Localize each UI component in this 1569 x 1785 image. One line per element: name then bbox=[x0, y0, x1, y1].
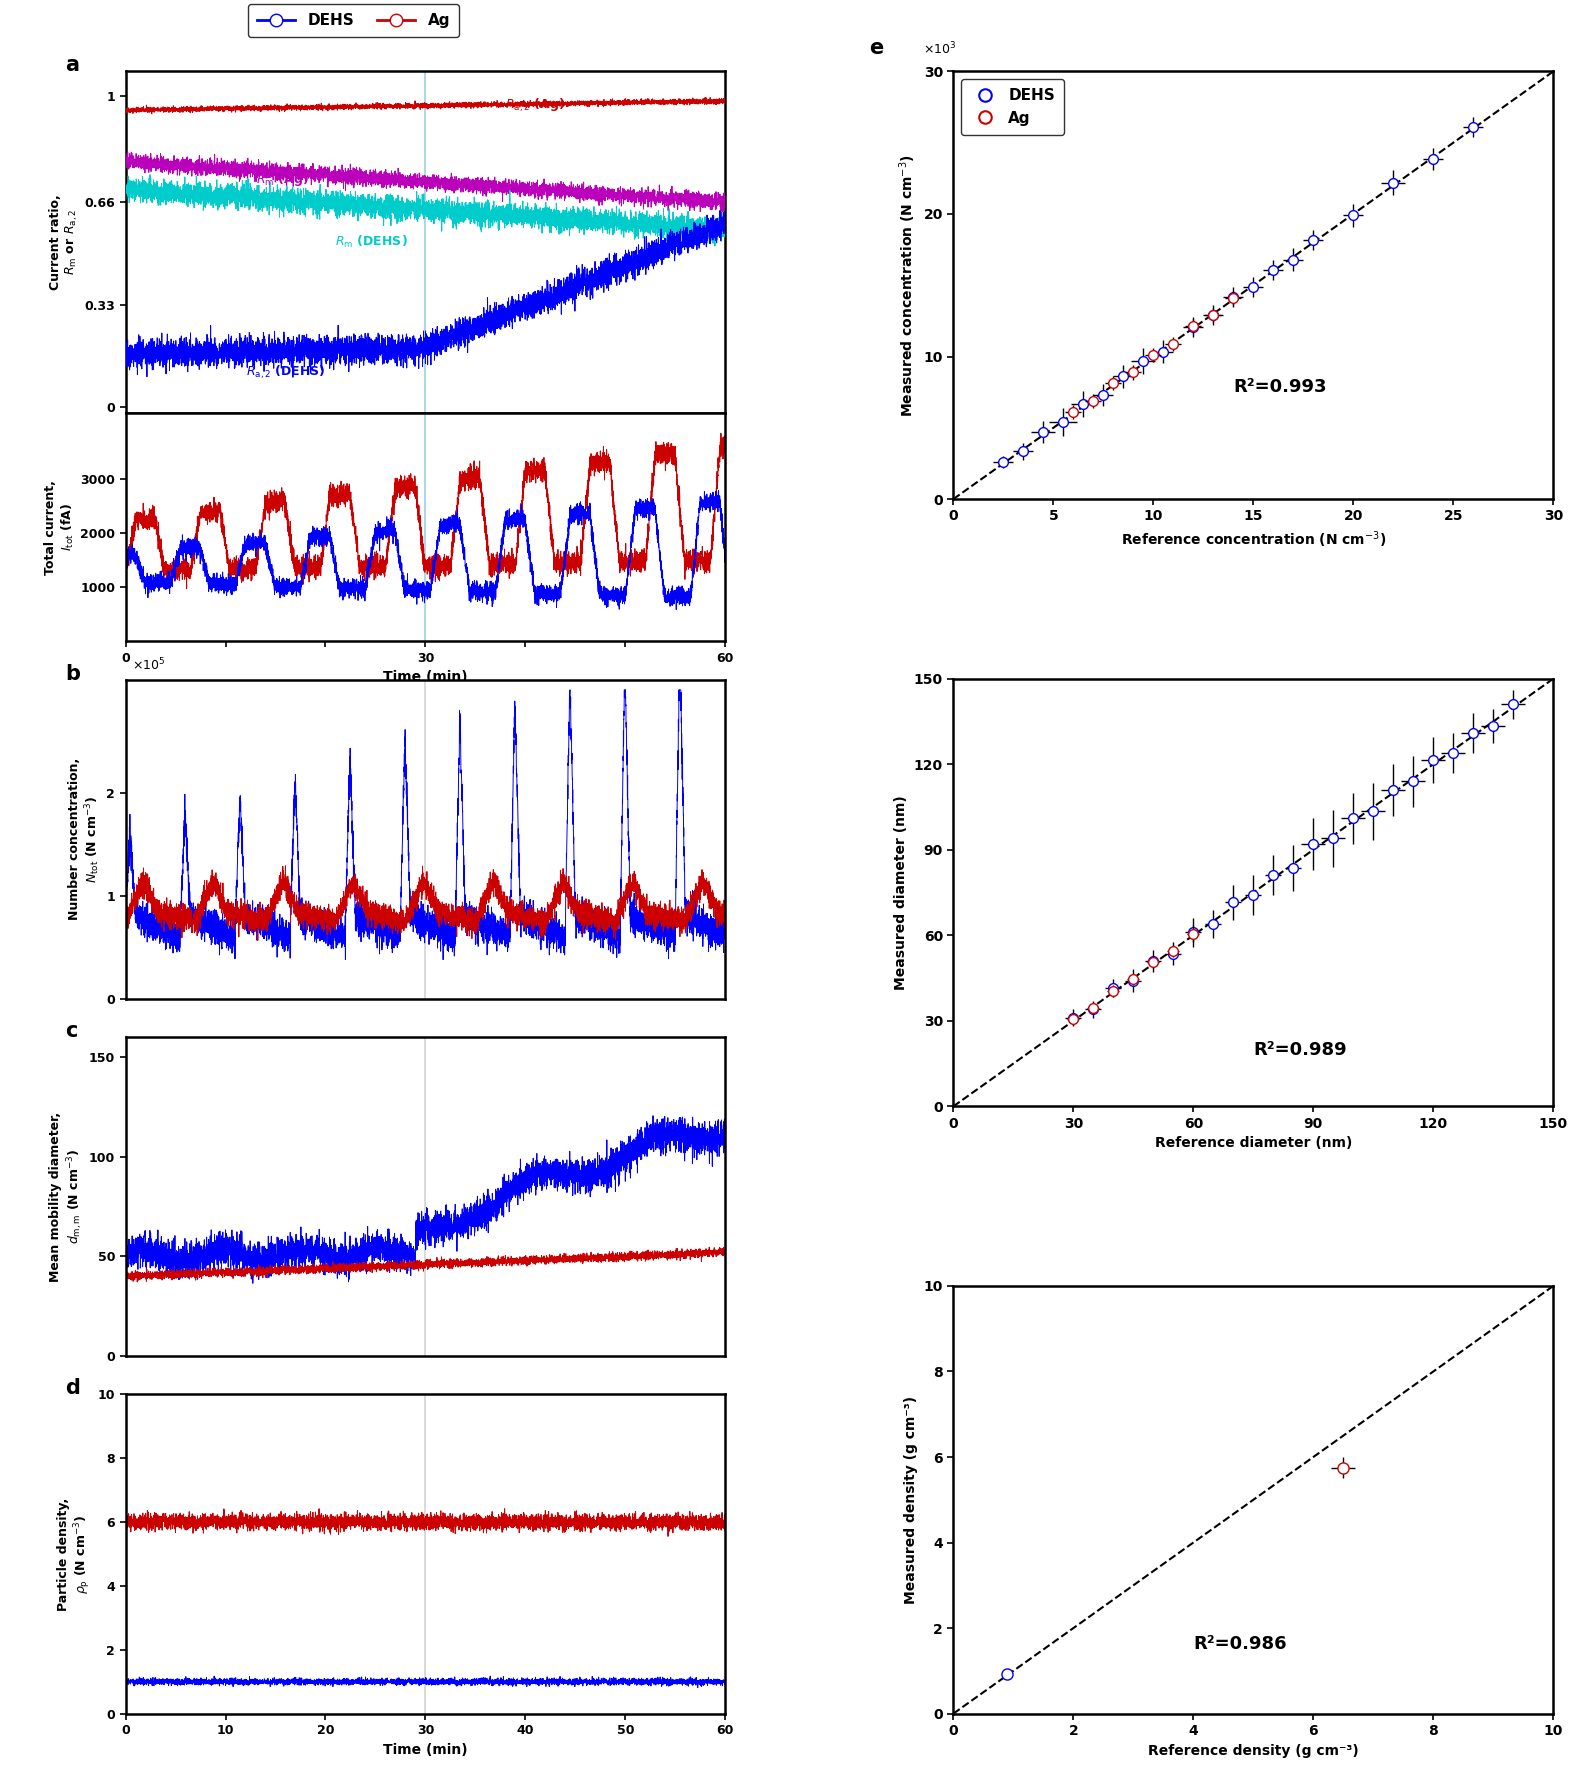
Text: $R_\mathrm{a,2}$ (DEHS): $R_\mathrm{a,2}$ (DEHS) bbox=[245, 364, 325, 382]
Y-axis label: Measured diameter (nm): Measured diameter (nm) bbox=[894, 794, 908, 991]
X-axis label: Time (min): Time (min) bbox=[383, 1742, 468, 1756]
X-axis label: Reference concentration (N cm$^{-3}$): Reference concentration (N cm$^{-3}$) bbox=[1120, 528, 1385, 550]
Text: R²=0.986: R²=0.986 bbox=[1194, 1635, 1287, 1653]
Y-axis label: Mean mobility diameter,
$d_\mathrm{m,m}$ (N cm$^{-3}$): Mean mobility diameter, $d_\mathrm{m,m}$… bbox=[49, 1112, 85, 1282]
Text: a: a bbox=[66, 55, 80, 75]
Text: b: b bbox=[66, 664, 80, 684]
X-axis label: Reference diameter (nm): Reference diameter (nm) bbox=[1155, 1137, 1352, 1150]
Text: $R_\mathrm{m}$ (DEHS): $R_\mathrm{m}$ (DEHS) bbox=[336, 234, 408, 250]
Text: c: c bbox=[66, 1021, 78, 1041]
X-axis label: Time (min): Time (min) bbox=[383, 671, 468, 684]
Text: d: d bbox=[66, 1378, 80, 1398]
Text: R²=0.989: R²=0.989 bbox=[1254, 1041, 1346, 1059]
Text: $\times10^5$: $\times10^5$ bbox=[132, 657, 165, 673]
Y-axis label: Measured concentration (N cm$^{-3}$): Measured concentration (N cm$^{-3}$) bbox=[897, 154, 918, 416]
Text: $\times10^3$: $\times10^3$ bbox=[924, 41, 957, 57]
Y-axis label: Current ratio,
$R_\mathrm{m}$ or $R_\mathrm{a,2}$: Current ratio, $R_\mathrm{m}$ or $R_\mat… bbox=[49, 195, 80, 291]
Y-axis label: Measured density (g cm⁻³): Measured density (g cm⁻³) bbox=[904, 1396, 918, 1605]
Text: e: e bbox=[869, 37, 883, 59]
Legend: DEHS, Ag: DEHS, Ag bbox=[962, 79, 1064, 136]
Text: $R_\mathrm{a,2}$ (Ag): $R_\mathrm{a,2}$ (Ag) bbox=[505, 96, 565, 114]
Text: R²=0.993: R²=0.993 bbox=[1233, 378, 1327, 396]
Text: $R_\mathrm{m}$ (Ag): $R_\mathrm{m}$ (Ag) bbox=[256, 171, 309, 189]
Y-axis label: Total current,
$I_\mathrm{tot}$ (fA): Total current, $I_\mathrm{tot}$ (fA) bbox=[44, 480, 75, 575]
Y-axis label: Number concentration,
$N_\mathrm{tot}$ (N cm$^{-3}$): Number concentration, $N_\mathrm{tot}$ (… bbox=[67, 759, 102, 921]
X-axis label: Reference density (g cm⁻³): Reference density (g cm⁻³) bbox=[1149, 1744, 1359, 1758]
Legend: DEHS, Ag: DEHS, Ag bbox=[248, 4, 460, 37]
Y-axis label: Particle density,
$\rho_\mathrm{p}$ (N cm$^{-3}$): Particle density, $\rho_\mathrm{p}$ (N c… bbox=[56, 1498, 94, 1610]
